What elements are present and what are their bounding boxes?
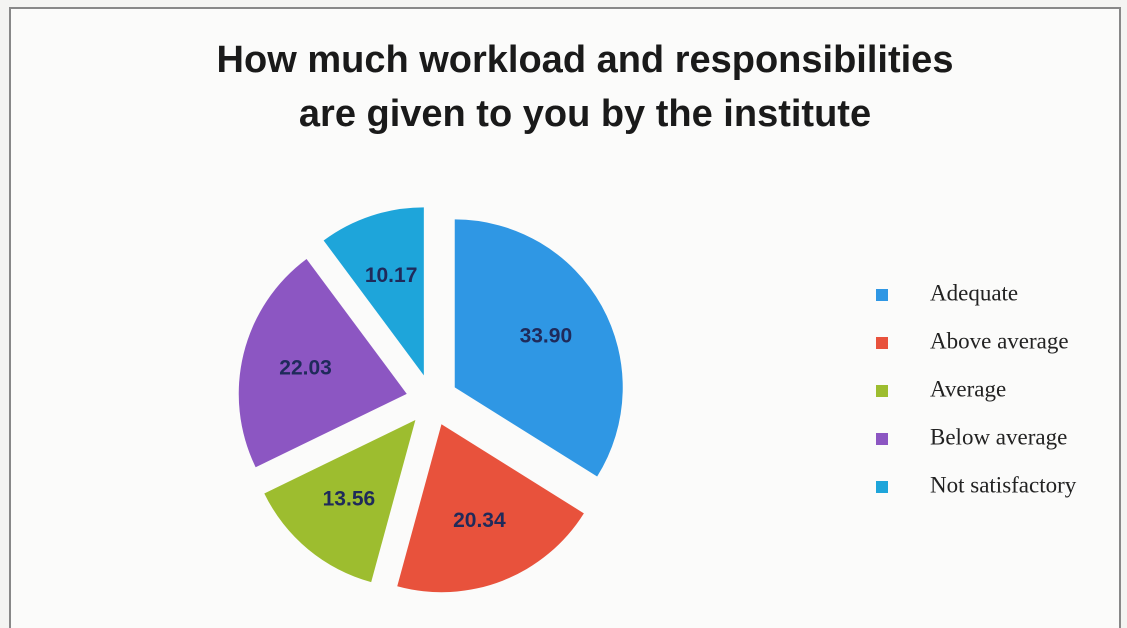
pie-slice [238,258,407,468]
legend-swatch [876,481,888,493]
pie-slice [397,424,584,593]
legend-label: Average [930,376,1006,401]
legend-swatch [876,433,888,445]
data-label: 33.90 [520,324,573,347]
legend-label: Above average [930,328,1069,353]
legend-label: Not satisfactory [930,472,1077,497]
data-label: 10.17 [365,264,418,287]
pie-slice [323,207,424,376]
legend-swatch [876,289,888,301]
data-label: 20.34 [453,509,506,532]
legend-swatch [876,337,888,349]
pie-slice [454,219,623,477]
legend-swatch [876,385,888,397]
data-label: 13.56 [323,488,376,511]
chart-title: are given to you by the institute [299,93,871,135]
pie-slice [264,420,416,583]
data-label: 22.03 [279,357,332,380]
legend-label: Adequate [930,280,1018,305]
legend-label: Below average [930,424,1067,449]
chart-title: How much workload and responsibilities [217,39,954,81]
